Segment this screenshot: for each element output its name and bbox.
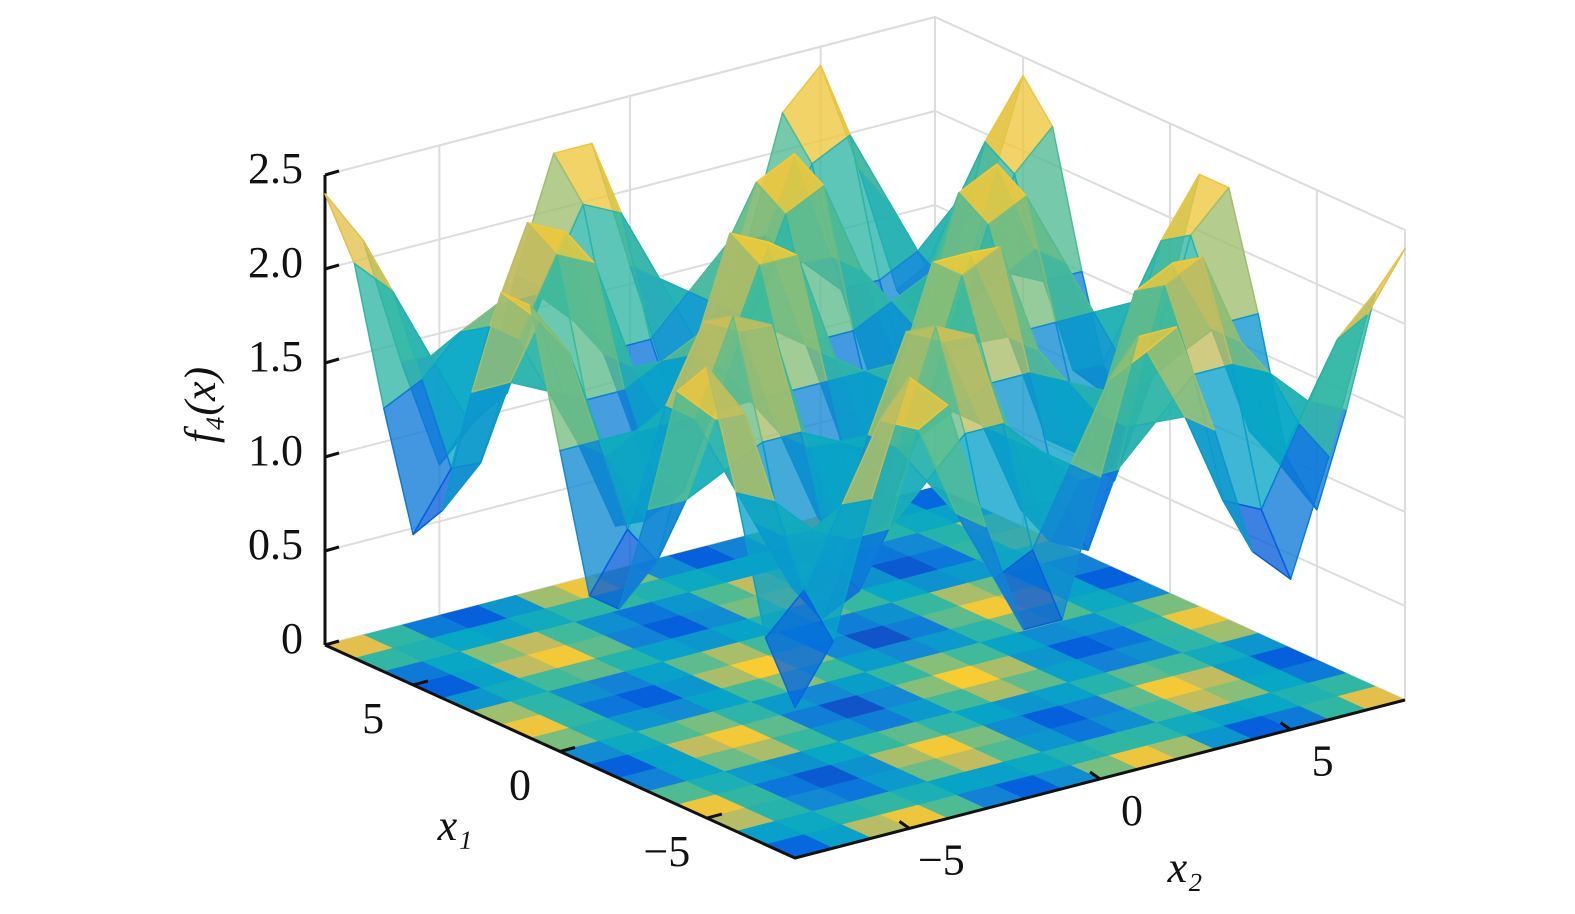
y-tick — [898, 820, 911, 830]
z-tick-label: 2.0 — [248, 238, 303, 287]
y-tick — [1279, 721, 1292, 731]
x-tick — [706, 812, 723, 820]
y-tick-label: −5 — [918, 835, 965, 884]
y-axis-label: x₂ — [1167, 843, 1203, 892]
y-tick — [1089, 770, 1101, 781]
z-tick-label: 0.5 — [248, 520, 303, 569]
floor-axes — [324, 643, 1406, 860]
z-tick-label: 2.5 — [248, 144, 303, 193]
y-tick-label: 0 — [1121, 786, 1143, 835]
surface-cell — [764, 589, 834, 709]
z-tick — [324, 357, 340, 365]
surface-cell — [1336, 248, 1406, 341]
grid-line — [324, 109, 1406, 325]
x-axis-label: x₁ — [437, 801, 473, 850]
x-tick-label: 0 — [509, 761, 531, 810]
z-tick — [324, 169, 340, 177]
grid-line — [324, 15, 1406, 231]
z-tick — [324, 263, 340, 271]
z-tick-label: 1.0 — [248, 426, 303, 475]
z-tick — [324, 451, 340, 459]
z-tick-label: 0 — [281, 614, 303, 663]
z-tick — [324, 639, 340, 647]
z-tick-label: 1.5 — [248, 332, 303, 381]
y-tick-label: 5 — [1312, 737, 1334, 786]
x-tick — [412, 679, 429, 687]
z-axis-label: f₄(x) — [176, 367, 225, 443]
x-tick-label: 5 — [362, 694, 384, 743]
x-tick-label: −5 — [643, 827, 690, 876]
z-tick — [324, 545, 340, 553]
x-tick — [559, 746, 576, 753]
